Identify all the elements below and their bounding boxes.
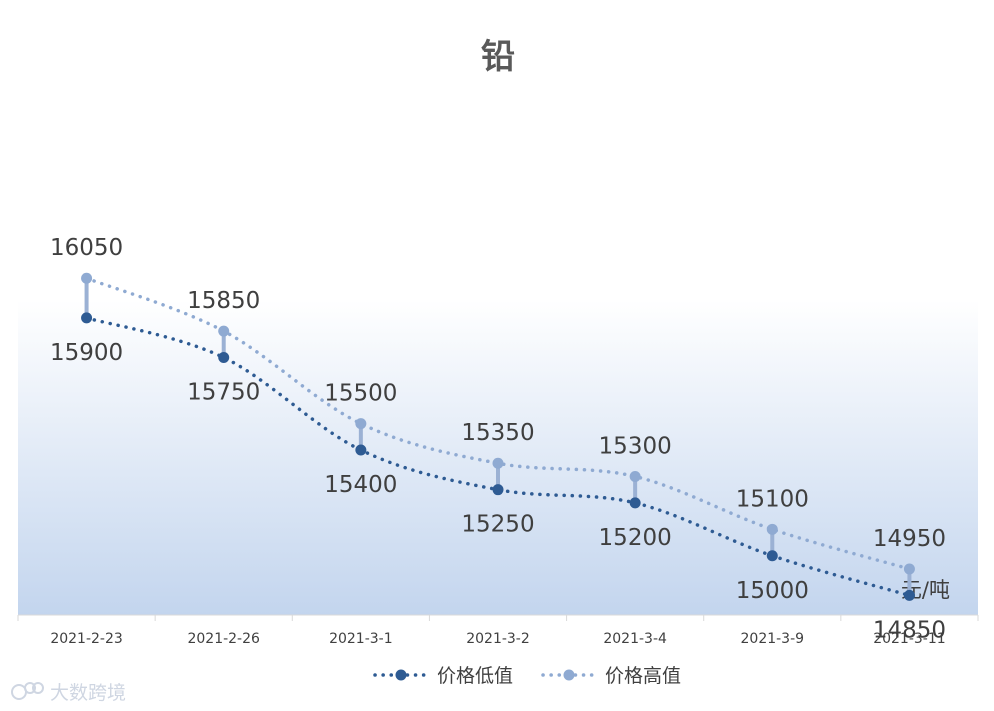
data-point	[629, 470, 641, 482]
data-label: 14850	[873, 617, 946, 643]
data-point	[492, 457, 504, 469]
watermark: 大数跨境	[11, 682, 126, 704]
data-label: 16050	[50, 235, 123, 261]
data-point	[355, 418, 367, 430]
legend: 价格低值 价格高值	[373, 665, 681, 687]
data-point	[492, 484, 504, 496]
x-tick-label: 2021-2-23	[50, 631, 122, 647]
data-point	[766, 523, 778, 535]
legend-marker	[563, 669, 575, 681]
data-label: 15300	[599, 433, 672, 459]
data-point	[81, 272, 93, 284]
x-tick-label: 2021-3-11	[873, 631, 945, 647]
watermark-logo-icon	[11, 682, 44, 700]
data-point	[218, 325, 230, 337]
data-point	[81, 312, 93, 324]
x-tick-label: 2021-3-9	[741, 631, 805, 647]
data-point	[766, 550, 778, 562]
legend-label: 价格低值	[437, 665, 513, 687]
data-label: 15250	[461, 512, 534, 538]
data-label: 15000	[736, 578, 809, 604]
data-point	[218, 352, 230, 364]
legend-marker	[395, 669, 407, 681]
data-labels: 16050 15850 15500 15350 15300 15100 14950 15900…	[50, 235, 946, 643]
x-tick-label: 2021-3-4	[603, 631, 667, 647]
legend-label: 价格高值	[605, 665, 681, 687]
data-label: 15100	[736, 486, 809, 512]
data-label: 15900	[50, 340, 123, 366]
data-point	[355, 444, 367, 456]
watermark-text: 大数跨境	[50, 682, 126, 704]
data-label: 15350	[461, 420, 534, 446]
chart-title: 铅	[481, 37, 515, 77]
data-point	[629, 497, 641, 509]
data-label: 14950	[873, 526, 946, 552]
data-label: 15850	[187, 288, 260, 314]
x-tick-label: 2021-3-2	[466, 631, 530, 647]
data-label: 15200	[599, 525, 672, 551]
plot-background	[18, 300, 978, 615]
data-point	[903, 589, 915, 601]
data-label: 15400	[324, 472, 397, 498]
data-label: 15750	[187, 380, 260, 406]
series-lines	[81, 272, 915, 601]
x-tick-label: 2021-3-1	[329, 631, 393, 647]
data-label: 15500	[324, 381, 397, 407]
data-point	[903, 563, 915, 575]
x-axis: 2021-2-23 2021-2-26 2021-3-1 2021-3-2 2021-3…	[17, 614, 979, 647]
x-tick-label: 2021-2-26	[187, 631, 260, 647]
